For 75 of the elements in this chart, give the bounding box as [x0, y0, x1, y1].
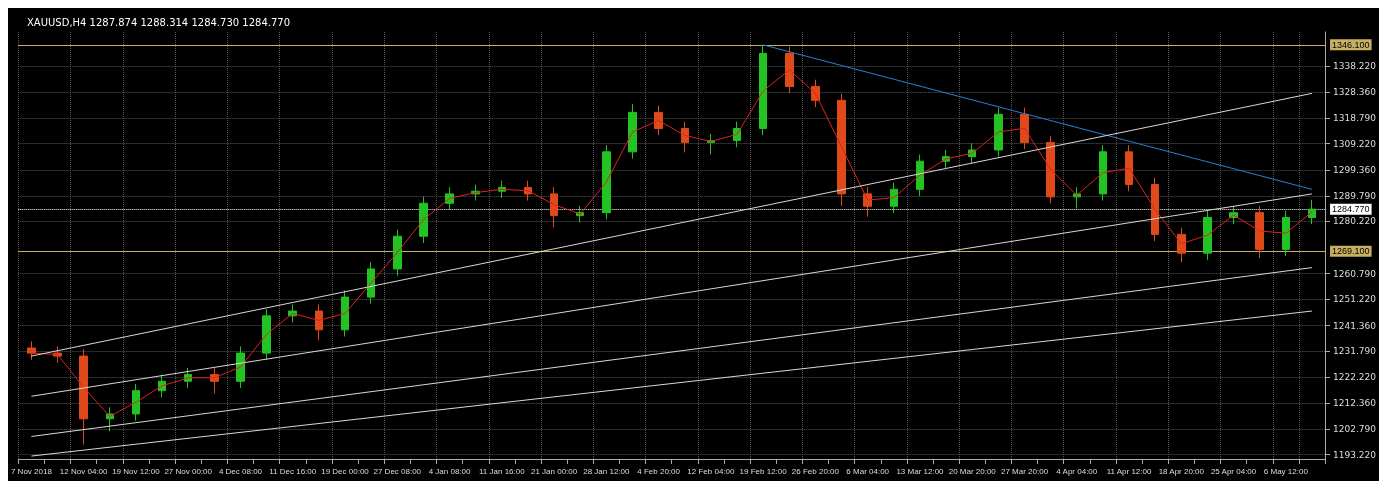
y-tick-label: 1212.360	[1333, 398, 1377, 409]
candlestick	[994, 107, 1003, 158]
x-tick-label: 11 Jan 16:00	[478, 466, 526, 476]
x-tick-label: 11 Apr 12:00	[1106, 466, 1152, 476]
candlestick	[1308, 199, 1316, 225]
candlestick	[550, 186, 558, 228]
y-tick-label: 1251.220	[1333, 294, 1377, 305]
y-tick-label: 1289.790	[1333, 190, 1377, 201]
candlestick	[890, 182, 898, 214]
x-tick-label: 18 Apr 20:00	[1158, 466, 1205, 476]
x-tick-label: 12 Feb 04:00	[687, 466, 736, 476]
y-tick-label: 1222.220	[1333, 371, 1377, 382]
candlestick	[236, 345, 245, 389]
x-tick-label: 21 Jan 00:00	[530, 466, 578, 476]
x-tick-label: 27 Nov 00:00	[164, 466, 213, 476]
x-tick-label: 4 Dec 08:00	[218, 466, 263, 476]
y-tick-label: 1338.220	[1333, 60, 1377, 71]
x-tick-label: 13 Mar 12:00	[896, 466, 945, 476]
candlestick	[79, 348, 88, 446]
candlestick	[1255, 205, 1264, 259]
y-tick-label: 1241.360	[1333, 320, 1377, 331]
candlestick	[1020, 107, 1029, 150]
candlestick	[393, 229, 402, 277]
y-tick-label: 1280.220	[1333, 216, 1377, 227]
candlestick	[628, 103, 637, 160]
y-tick-label: 1202.790	[1333, 424, 1377, 435]
line-series	[30, 69, 1313, 417]
candlestick	[759, 44, 767, 136]
x-tick-label: 19 Feb 12:00	[739, 466, 788, 476]
x-tick-label: 11 Dec 16:00	[269, 466, 317, 476]
x-tick-label: 27 Dec 08:00	[373, 466, 422, 476]
y-tick-label: 1299.360	[1333, 165, 1377, 176]
x-tick-label: 6 Mar 04:00	[846, 466, 890, 476]
x-tick-label: 6 May 12:00	[1263, 466, 1309, 476]
candlestick	[1046, 135, 1055, 205]
candlestick	[1177, 227, 1186, 263]
x-tick-label: 20 Mar 20:00	[948, 466, 997, 476]
candlestick	[785, 46, 794, 94]
x-tick-label: 12 Nov 04:00	[59, 466, 109, 476]
candlestick	[1151, 177, 1159, 242]
candlestick	[315, 303, 323, 341]
candlestick	[27, 340, 36, 361]
candlestick	[837, 93, 846, 207]
candlestick	[602, 144, 611, 220]
chart-title: XAUUSD,H4 1287.874 1288.314 1284.730 1284.770	[27, 16, 291, 28]
candlestick	[1282, 210, 1290, 257]
y-tick-label: 1260.790	[1333, 268, 1377, 279]
x-tick-label: 26 Feb 20:00	[791, 466, 840, 476]
x-tick-label: 4 Jan 08:00	[428, 466, 472, 476]
candlestick	[419, 196, 428, 244]
x-tick-label: 19 Nov 12:00	[112, 466, 161, 476]
candlestick	[262, 308, 271, 361]
x-tick-label: 7 Nov 2018	[10, 466, 53, 476]
y-tick-label: 1193.220	[1333, 449, 1377, 460]
candlestick	[654, 105, 663, 136]
y-tick-label: 1328.360	[1333, 87, 1377, 98]
ref-line-label: 1346.100	[1332, 39, 1370, 50]
candlestick	[341, 289, 349, 337]
x-tick-label: 25 Apr 04:00	[1210, 466, 1257, 476]
y-tick-label: 1231.790	[1333, 346, 1377, 357]
y-tick-label: 1318.790	[1333, 113, 1377, 124]
candlestick	[916, 154, 924, 197]
x-tick-label: 27 Mar 20:00	[1000, 466, 1049, 476]
candlestick	[132, 383, 140, 422]
candlestick	[1125, 144, 1133, 192]
y-tick-label: 1309.220	[1333, 138, 1377, 149]
x-tick-label: 4 Feb 20:00	[637, 466, 681, 476]
candlestick	[1203, 210, 1212, 261]
candlestick	[681, 121, 689, 153]
x-tick-label: 19 Dec 00:00	[321, 466, 370, 476]
ref-line-label: 1284.770	[1332, 204, 1370, 215]
x-tick-label: 4 Apr 04:00	[1056, 466, 1098, 476]
candlestick	[1099, 144, 1107, 202]
x-tick-label: 28 Jan 12:00	[583, 466, 631, 476]
ref-line-label: 1269.100	[1332, 246, 1370, 257]
